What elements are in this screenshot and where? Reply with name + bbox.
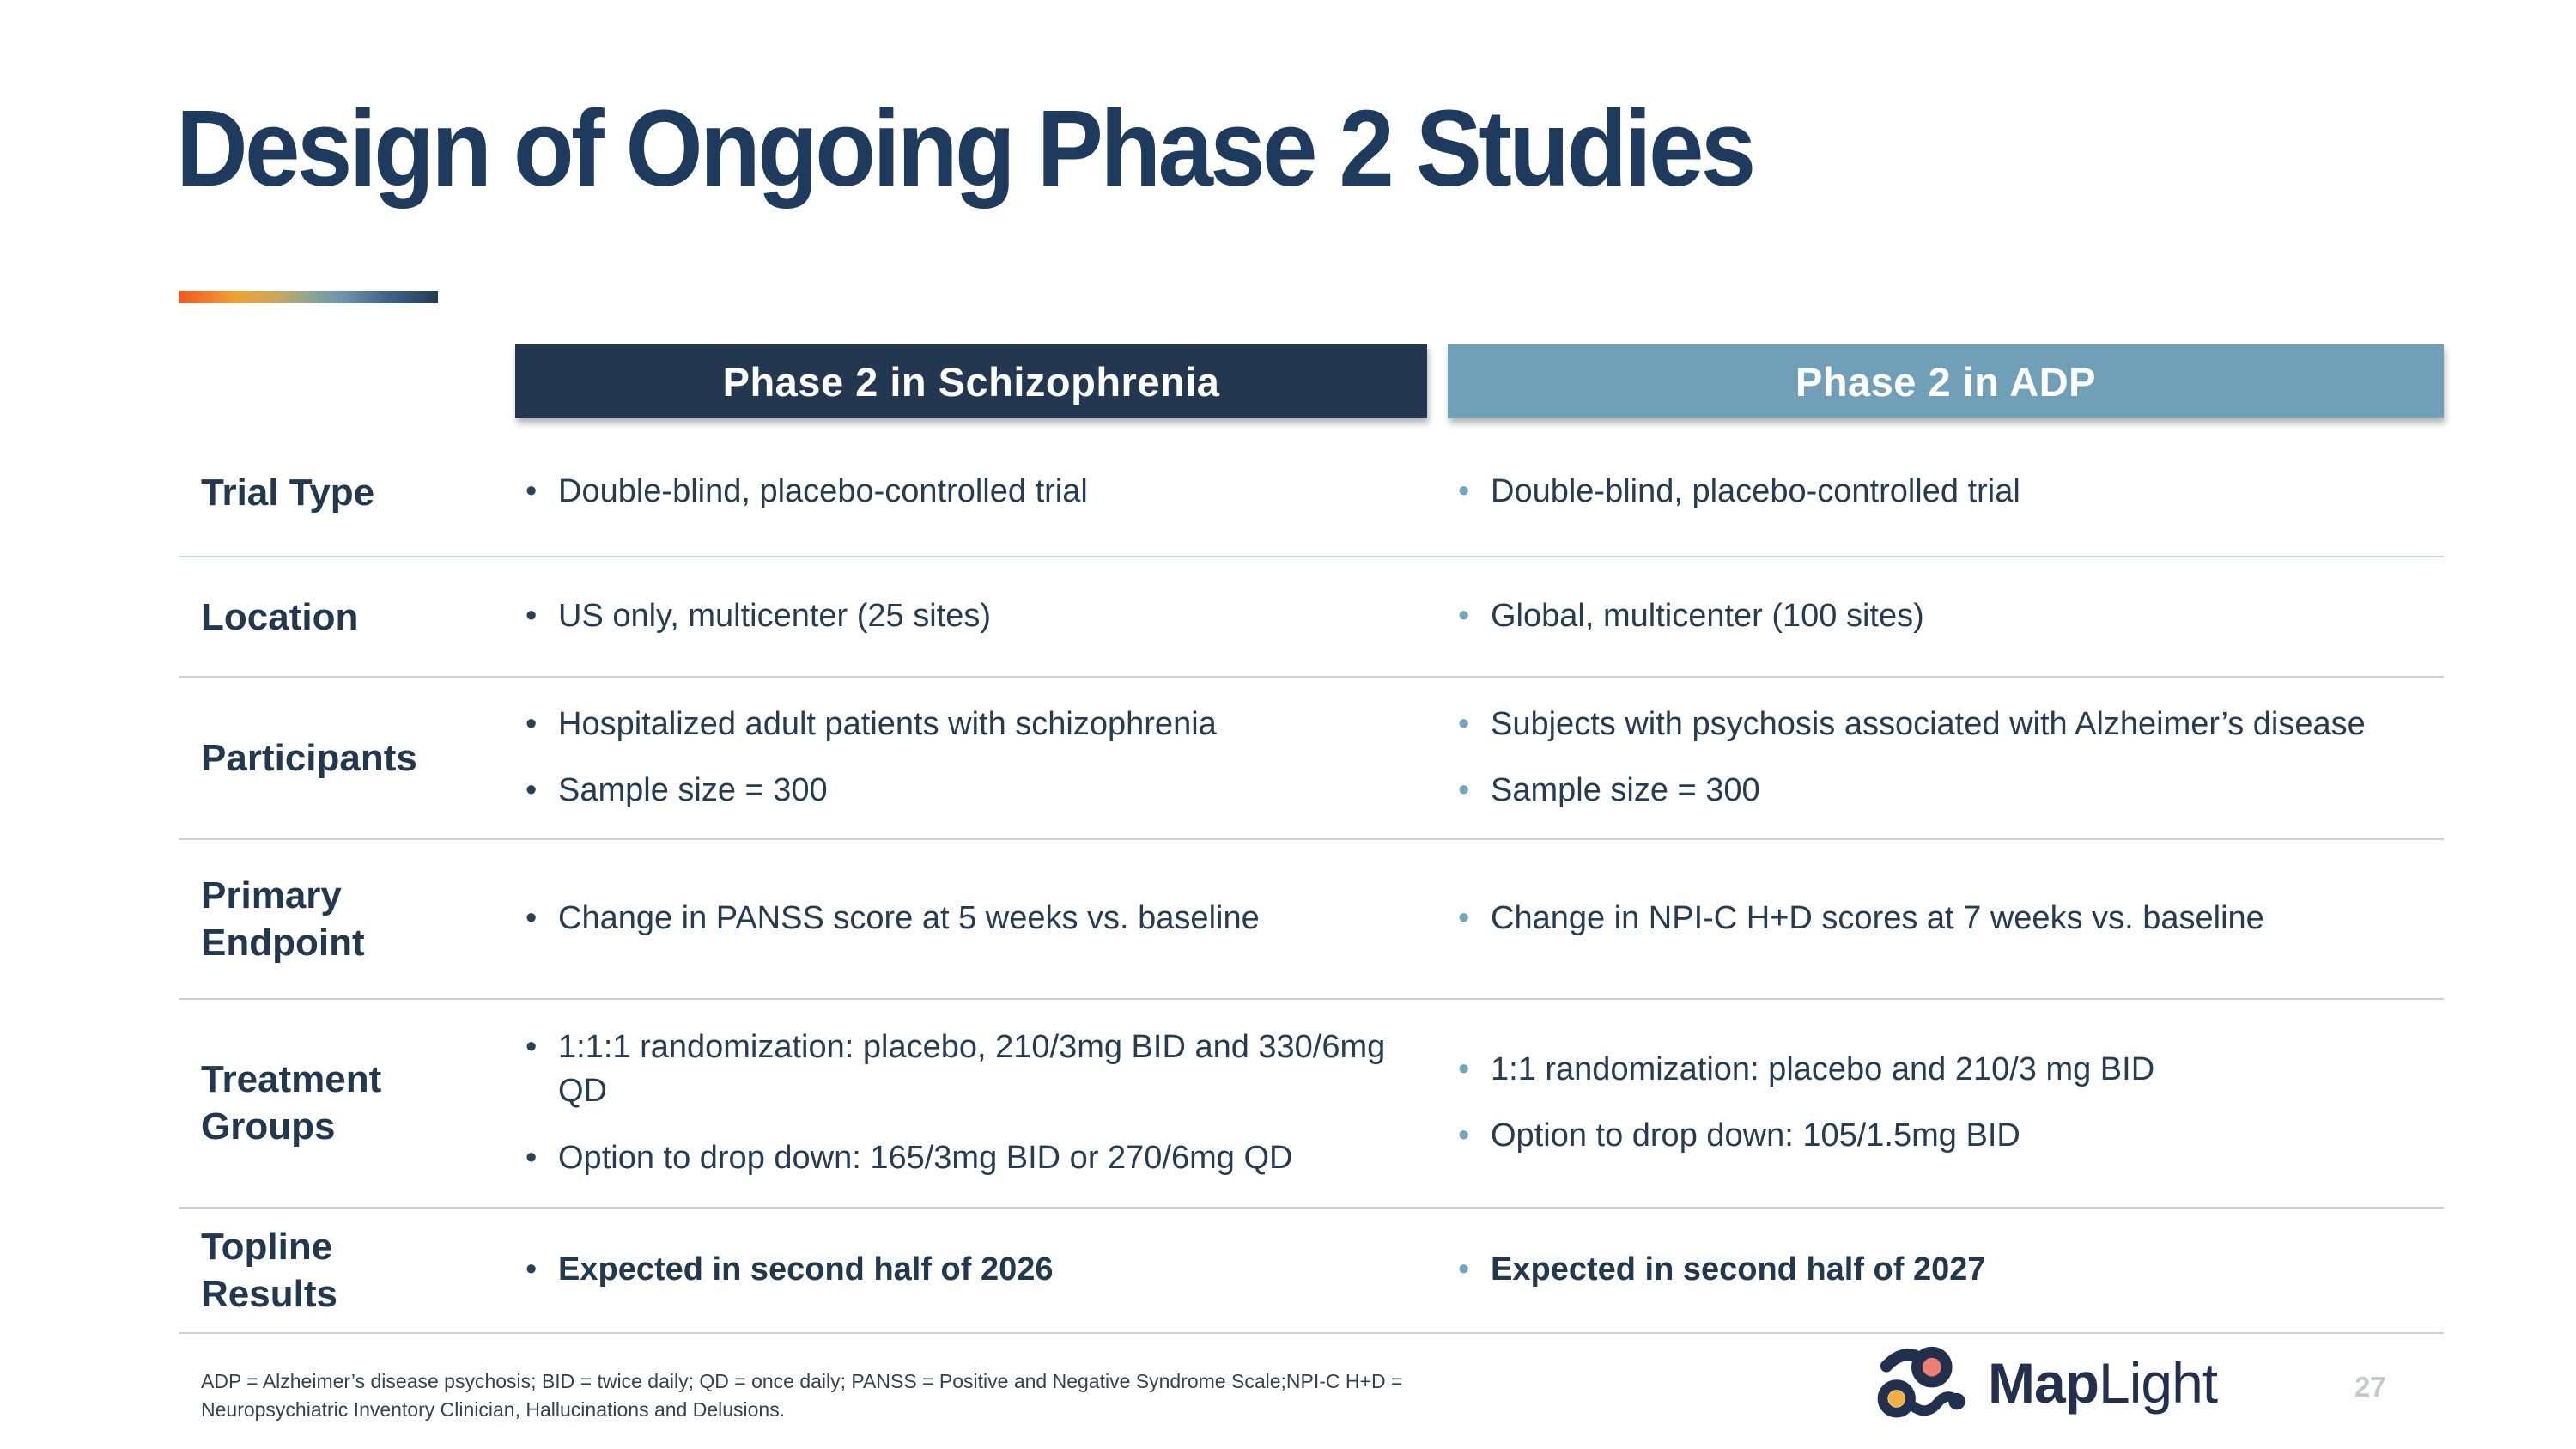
bullet-icon: • — [526, 899, 538, 936]
bullet-text: Hospitalized adult patients with schizop… — [558, 706, 1217, 742]
bullet-icon: • — [526, 706, 538, 742]
bullet-icon: • — [1458, 1050, 1470, 1087]
cell-adp: • Change in NPI-C H+D scores at 7 weeks v… — [1448, 886, 2444, 952]
cell-adp: • Expected in second half of 2027 — [1448, 1237, 2444, 1303]
bullet-text: Expected in second half of 2026 — [558, 1251, 1054, 1288]
bullet-item: • Expected in second half of 2027 — [1448, 1248, 2444, 1292]
bullet-item: • Hospitalized adult patients with schizo… — [515, 703, 1427, 746]
table-row: Participants • Hospitalized adult patients… — [179, 678, 2444, 840]
bullet-item: • Expected in second half of 2026 — [515, 1248, 1427, 1292]
bullet-item: • Change in PANSS score at 5 weeks vs. ba… — [515, 897, 1427, 941]
bullet-text: 1:1:1 randomization: placebo, 210/3mg BI… — [558, 1029, 1386, 1110]
bullet-icon: • — [1458, 899, 1470, 936]
row-label: Participants — [201, 736, 417, 779]
row-label: Treatment Groups — [201, 1058, 382, 1148]
bullet-icon: • — [1458, 598, 1470, 635]
row-label: Trial Type — [201, 471, 375, 514]
cell-schizophrenia: • Change in PANSS score at 5 weeks vs. ba… — [515, 886, 1427, 952]
bullet-icon: • — [526, 598, 538, 635]
bullet-icon: • — [526, 1139, 538, 1176]
table-row: Topline Results • Expected in second half … — [179, 1209, 2444, 1334]
bullet-icon: • — [1458, 473, 1470, 510]
cell-adp: • Global, multicenter (100 sites) — [1448, 583, 2444, 649]
table-header-row: Phase 2 in Schizophrenia Phase 2 in ADP — [179, 344, 2444, 418]
bullet-text: Sample size = 300 — [1491, 772, 1760, 809]
wordmark-map: Map — [1988, 1351, 2099, 1415]
bullet-text: Change in NPI-C H+D scores at 7 weeks vs… — [1491, 899, 2264, 936]
bullet-item: • Global, multicenter (100 sites) — [1448, 594, 2444, 638]
cell-adp: • 1:1 randomization: placebo and 210/3 mg… — [1448, 1037, 2444, 1170]
bullet-icon: • — [1458, 706, 1470, 742]
footnote: ADP = Alzheimer’s disease psychosis; BID… — [201, 1367, 1489, 1425]
table-row: Primary Endpoint • Change in PANSS score a… — [179, 840, 2444, 1000]
bullet-text: Double-blind, placebo-controlled trial — [558, 473, 1088, 510]
bullet-icon: • — [526, 772, 538, 809]
maplight-logo-icon — [1877, 1346, 1965, 1418]
bullet-item: • Subjects with psychosis associated with… — [1448, 703, 2444, 746]
footnote-line-1: ADP = Alzheimer’s disease psychosis; BID… — [201, 1370, 1403, 1392]
bullet-text: Expected in second half of 2027 — [1491, 1251, 1986, 1288]
page-number: 27 — [2354, 1371, 2386, 1403]
bullet-item: • Sample size = 300 — [1448, 769, 2444, 813]
bullet-item: • Option to drop down: 165/3mg BID or 270… — [515, 1136, 1427, 1180]
bullet-icon: • — [1458, 1117, 1470, 1154]
bullet-item: • Double-blind, placebo-controlled trial — [515, 470, 1427, 514]
bullet-icon: • — [526, 1251, 538, 1288]
bullet-item: • Sample size = 300 — [515, 769, 1427, 813]
bullet-text: Sample size = 300 — [558, 772, 828, 809]
wordmark-light: Light — [2099, 1351, 2218, 1415]
cell-schizophrenia: • Expected in second half of 2026 — [515, 1237, 1427, 1303]
maplight-logo: MapLight — [1876, 1345, 2218, 1421]
cell-adp: • Subjects with psychosis associated with… — [1448, 691, 2444, 825]
study-comparison-table: Phase 2 in Schizophrenia Phase 2 in ADP … — [179, 344, 2444, 1334]
table-body: Trial Type • Double-blind, placebo-control… — [179, 429, 2444, 1334]
row-label: Location — [201, 595, 359, 638]
bullet-item: • Change in NPI-C H+D scores at 7 weeks v… — [1448, 897, 2444, 941]
bullet-text: Change in PANSS score at 5 weeks vs. bas… — [558, 899, 1260, 936]
bullet-text: Global, multicenter (100 sites) — [1491, 598, 1924, 635]
cell-schizophrenia: • Double-blind, placebo-controlled trial — [515, 459, 1427, 525]
bullet-icon: • — [526, 1029, 538, 1066]
maplight-wordmark: MapLight — [1988, 1350, 2218, 1416]
cell-schizophrenia: • Hospitalized adult patients with schizo… — [515, 691, 1427, 825]
bullet-item: • 1:1:1 randomization: placebo, 210/3mg B… — [515, 1026, 1427, 1114]
column-header-adp: Phase 2 in ADP — [1448, 344, 2444, 418]
bullet-icon: • — [1458, 772, 1470, 809]
page-title: Design of Ongoing Phase 2 Studies — [176, 88, 1756, 209]
row-label: Topline Results — [201, 1225, 337, 1315]
bullet-icon: • — [526, 473, 538, 510]
footnote-line-2: Neuropsychiatric Inventory Clinician, Ha… — [201, 1398, 786, 1422]
bullet-item: • US only, multicenter (25 sites) — [515, 594, 1427, 638]
bullet-text: Double-blind, placebo-controlled trial — [1491, 473, 2020, 510]
table-row: Treatment Groups • 1:1:1 randomization: pl… — [179, 1000, 2444, 1209]
bullet-text: US only, multicenter (25 sites) — [558, 598, 992, 635]
cell-schizophrenia: • 1:1:1 randomization: placebo, 210/3mg B… — [515, 1014, 1427, 1191]
table-row: Location • US only, multicenter (25 sites)… — [179, 557, 2444, 678]
bullet-text: 1:1 randomization: placebo and 210/3 mg … — [1491, 1050, 2155, 1087]
bullet-text: Option to drop down: 165/3mg BID or 270/… — [558, 1139, 1293, 1176]
bullet-icon: • — [1458, 1251, 1470, 1288]
cell-schizophrenia: • US only, multicenter (25 sites) — [515, 583, 1427, 649]
bullet-item: • Double-blind, placebo-controlled trial — [1448, 470, 2444, 514]
bullet-item: • 1:1 randomization: placebo and 210/3 mg… — [1448, 1048, 2444, 1092]
column-header-schizophrenia: Phase 2 in Schizophrenia — [515, 344, 1427, 418]
bullet-text: Option to drop down: 105/1.5mg BID — [1491, 1117, 2020, 1154]
cell-adp: • Double-blind, placebo-controlled trial — [1448, 459, 2444, 525]
table-row: Trial Type • Double-blind, placebo-control… — [179, 429, 2444, 557]
bullet-text: Subjects with psychosis associated with … — [1491, 706, 2366, 742]
row-label: Primary Endpoint — [201, 874, 365, 964]
title-accent-bar — [179, 291, 438, 303]
header-spacer — [179, 344, 495, 418]
bullet-item: • Option to drop down: 105/1.5mg BID — [1448, 1114, 2444, 1158]
